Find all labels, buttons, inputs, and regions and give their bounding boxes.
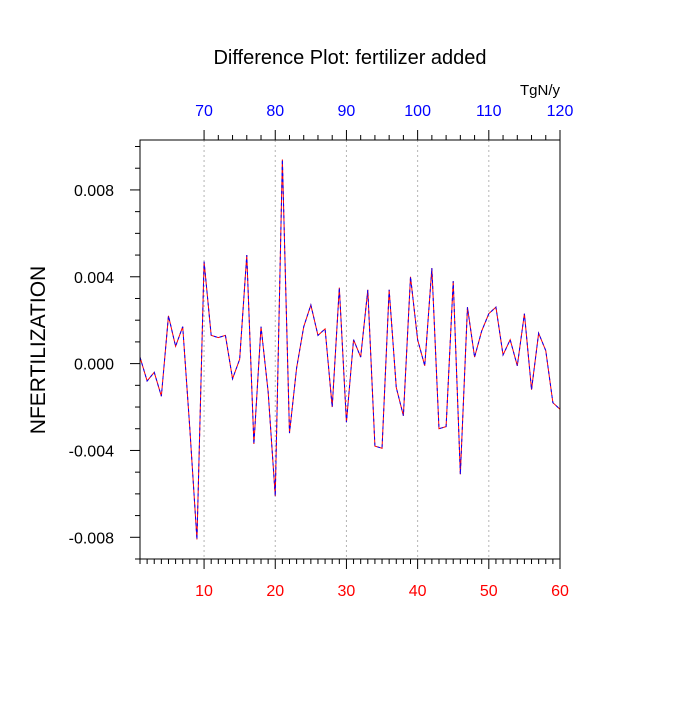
- series-line-dashed-0: [139, 159, 561, 540]
- x-tick-label-40: 40: [409, 583, 427, 600]
- top-tick-label-90: 90: [338, 103, 356, 120]
- x-tick-label-20: 20: [266, 583, 284, 600]
- y-axis-label: NFERTILIZATION: [27, 266, 50, 434]
- top-tick-label-120: 120: [547, 103, 574, 120]
- top-tick-label-80: 80: [266, 103, 284, 120]
- y-tick-label--0.004: -0.004: [69, 443, 114, 460]
- y-tick-label-0.004: 0.004: [74, 270, 114, 287]
- x-tick-label-60: 60: [551, 583, 569, 600]
- plot-frame: [139, 139, 561, 560]
- grid-layer: [203, 140, 490, 559]
- top-tick-label-100: 100: [404, 103, 431, 120]
- x-tick-label-50: 50: [480, 583, 498, 600]
- y-tick-label-0.000: 0.000: [74, 357, 114, 374]
- series-line-0: [139, 159, 561, 540]
- y-tick-label--0.008: -0.008: [69, 530, 114, 547]
- series-layer: [139, 159, 561, 540]
- y-tick-label-0.008: 0.008: [74, 183, 114, 200]
- tick-labels-layer: 10 20 30 40 50 60 70 80 90 100 110 120 -0.008 -0.004 0…: [69, 103, 574, 600]
- top-tick-label-110: 110: [476, 103, 502, 120]
- top-axis-unit-label: TgN/y: [520, 82, 561, 99]
- top-tick-label-70: 70: [195, 103, 213, 120]
- x-tick-label-10: 10: [195, 583, 213, 600]
- x-tick-label-30: 30: [338, 583, 356, 600]
- ticks-layer: [130, 130, 561, 569]
- chart-title: Difference Plot: fertilizer added: [213, 47, 486, 69]
